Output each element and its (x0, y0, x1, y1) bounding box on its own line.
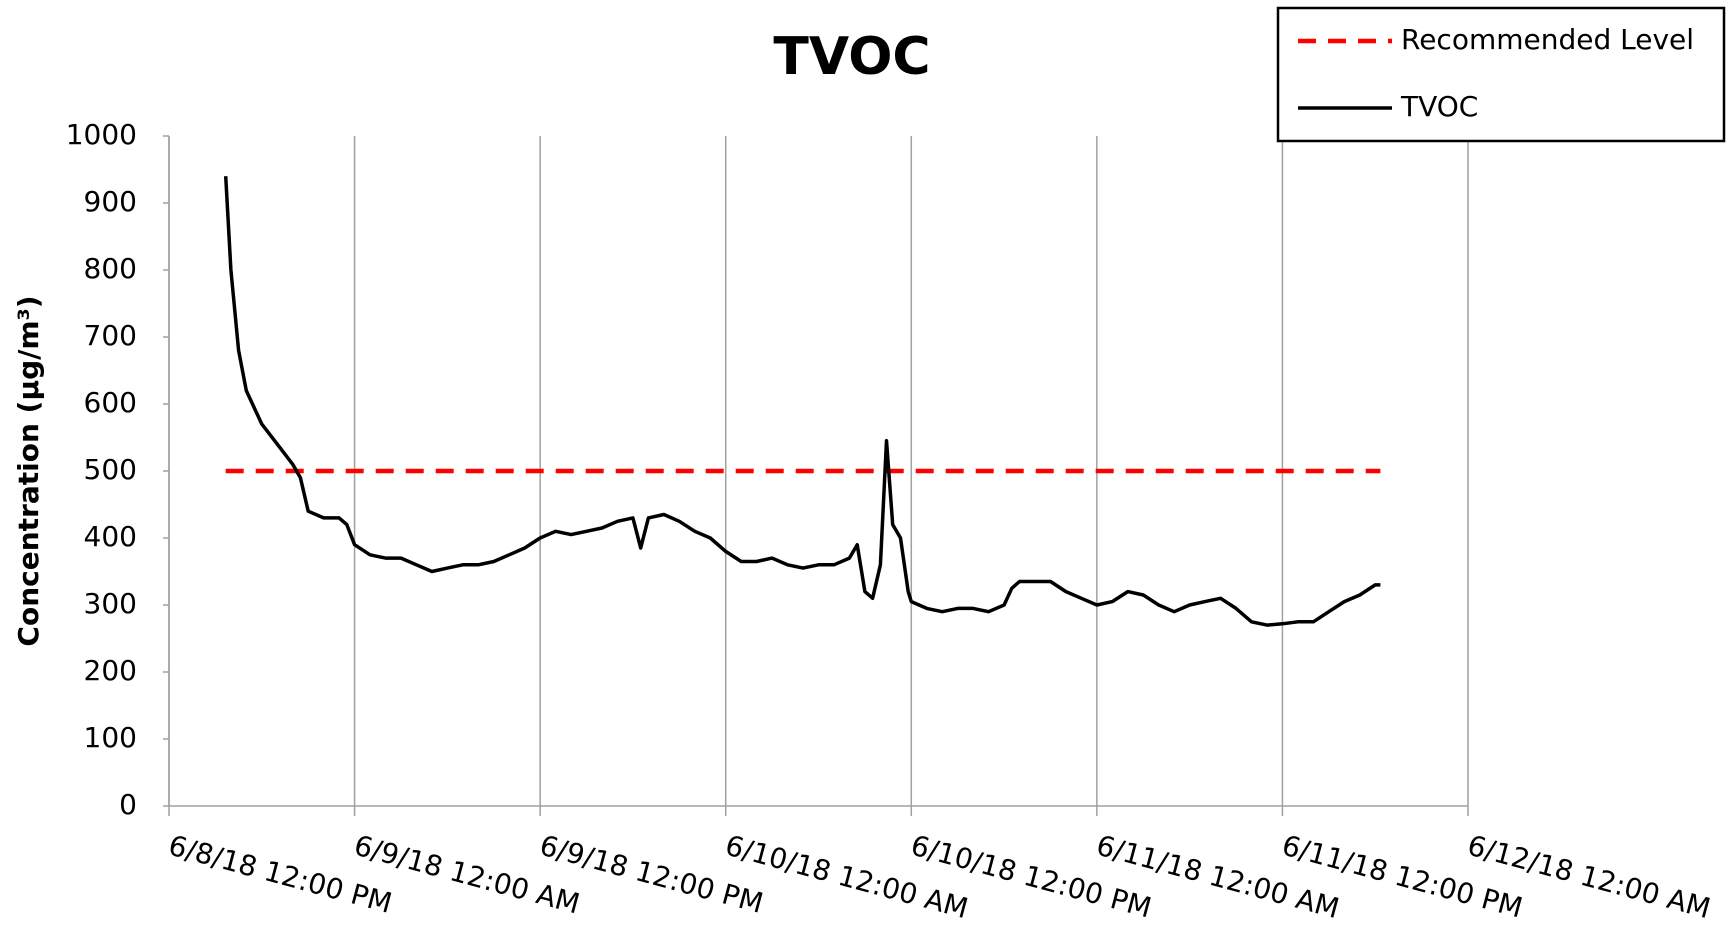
y-axis-label: Concentration (µg/m³) (12, 295, 45, 646)
line-series (223, 176, 1381, 627)
legend-box (1276, 6, 1726, 143)
y-tick-label: 1000 (66, 118, 137, 151)
y-tick-label: 0 (119, 788, 137, 821)
legend-label: Recommended Level (1401, 23, 1694, 56)
y-tick-label: 700 (84, 319, 137, 352)
y-tick-label: 200 (84, 654, 137, 687)
y-tick-label: 300 (84, 587, 137, 620)
legend-label: TVOC (1400, 90, 1478, 123)
y-tick-label: 600 (84, 386, 137, 419)
y-tick-label: 900 (84, 185, 137, 218)
y-tick-label: 500 (84, 453, 137, 486)
y-tick-label: 100 (84, 721, 137, 754)
y-tick-label: 800 (84, 252, 137, 285)
y-tick-label: 400 (84, 520, 137, 553)
chart-title: TVOC (773, 27, 930, 87)
